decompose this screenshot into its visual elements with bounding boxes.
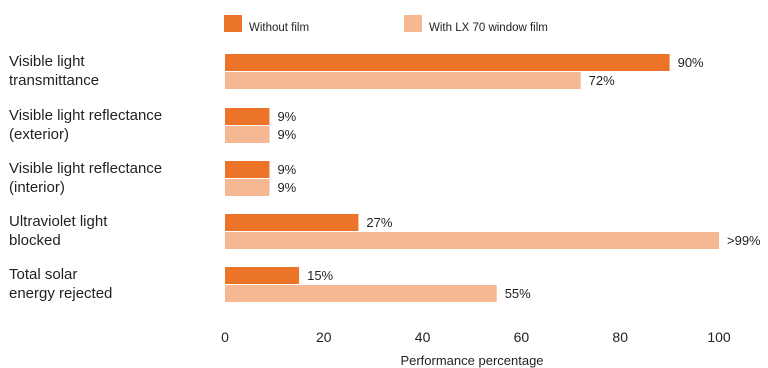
category-label-2: Visible light reflectance (interior) [9,160,162,196]
category-label-3: Ultraviolet light blocked [9,213,108,249]
category-labels: Visible light transmittance Visible light … [9,53,162,302]
category-label-1: Visible light reflectance (exterior) [9,107,162,143]
value-label-s1-c3: >99% [727,233,761,248]
bar-s0-c3 [225,214,359,231]
value-label-s1-c0: 72% [589,73,615,88]
x-tick-label-2: 40 [415,329,431,345]
value-label-s1-c4: 55% [505,286,531,301]
x-tick-label-0: 0 [221,329,229,345]
category-label-0: Visible light transmittance [9,53,99,89]
value-label-s0-c2: 9% [277,162,296,177]
value-label-s0-c4: 15% [307,268,333,283]
bars: 90% 9% 9% 27% 15% 72% 9% 9% >99% 55% [225,54,761,302]
value-label-s0-c1: 9% [277,109,296,124]
legend: Without film With LX 70 window film [224,15,548,34]
x-tick-label-4: 80 [612,329,628,345]
bar-s1-c0 [225,72,581,89]
bar-s1-c4 [225,285,497,302]
bar-s1-c2 [225,179,270,196]
bar-s0-c1 [225,108,270,125]
bar-s0-c2 [225,161,270,178]
value-label-s0-c0: 90% [678,55,704,70]
value-label-s1-c2: 9% [277,180,296,195]
bar-s1-c1 [225,126,270,143]
x-tick-label-3: 60 [514,329,530,345]
legend-swatch-1 [404,15,422,32]
legend-swatch-0 [224,15,242,32]
bar-s1-c3 [225,232,719,249]
value-label-s1-c1: 9% [277,127,296,142]
value-label-s0-c3: 27% [366,215,392,230]
bar-s0-c4 [225,267,300,284]
category-label-4: Total solar energy rejected [9,266,112,302]
legend-label-1: With LX 70 window film [429,22,548,34]
legend-label-0: Without film [249,22,309,34]
x-tick-label-5: 100 [707,329,731,345]
x-axis-label: Performance percentage [400,353,543,368]
x-axis-ticks: 0 20 40 60 80 100 [221,329,731,345]
bar-s0-c0 [225,54,670,71]
x-tick-label-1: 20 [316,329,332,345]
